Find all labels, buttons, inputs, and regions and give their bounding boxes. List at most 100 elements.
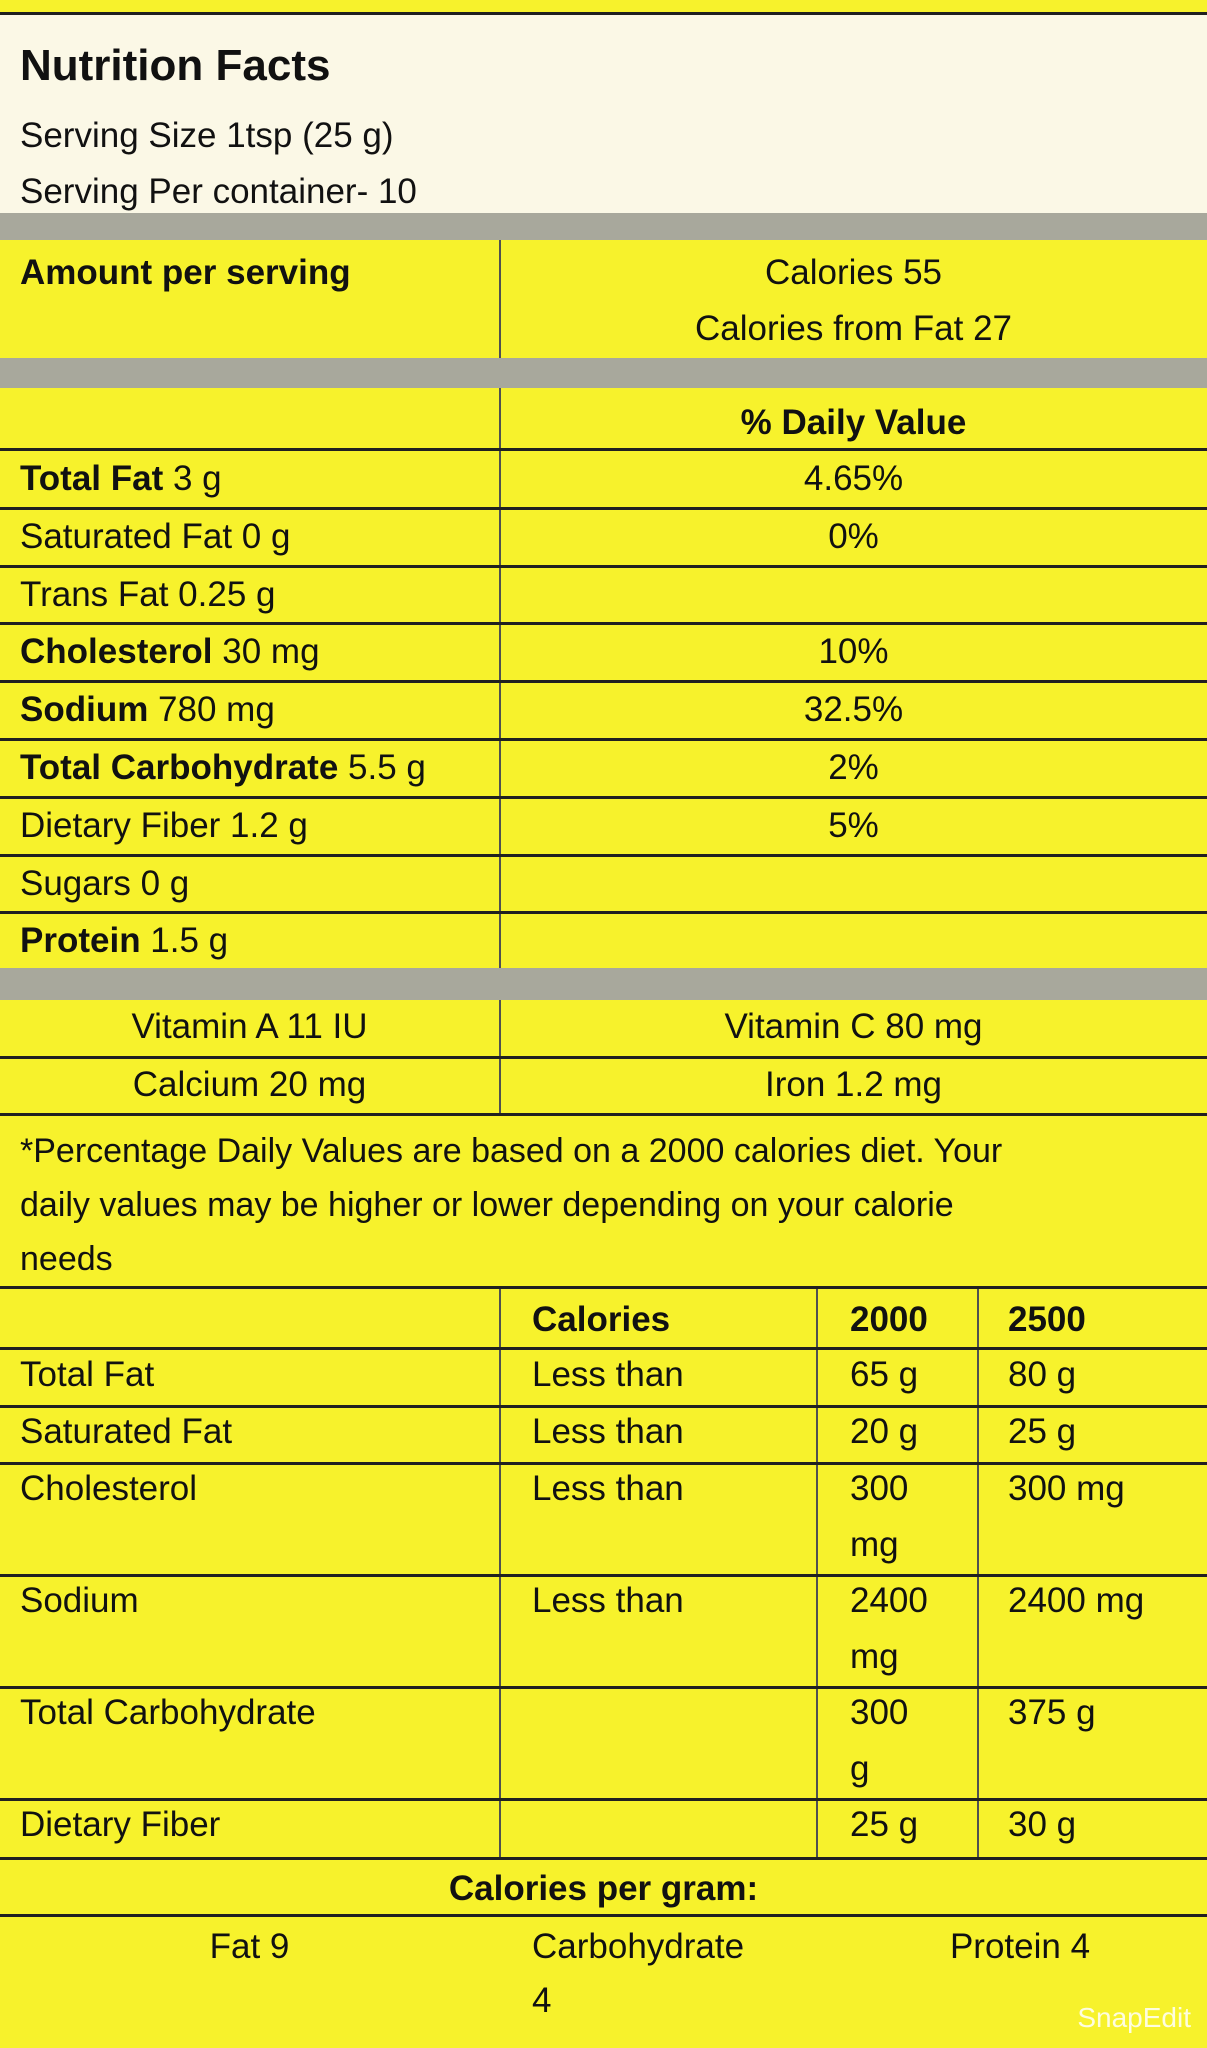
- nutrient-daily-value: 2%: [828, 748, 879, 787]
- nutrient-name-bold: Cholesterol: [20, 632, 213, 672]
- nutrient-daily-value: 4.65%: [803, 459, 904, 498]
- reference-condition: Less than: [532, 1355, 684, 1394]
- nutrient-name-bold: Sodium: [20, 690, 149, 730]
- divider: [0, 1574, 1207, 1577]
- reference-value-2000: 25 g: [850, 1805, 919, 1844]
- reference-nutrient: Cholesterol: [20, 1469, 198, 1508]
- reference-value-2500: 2400 mg: [1008, 1581, 1145, 1620]
- divider: [0, 564, 1207, 568]
- reference-value-2000: mg: [850, 1525, 899, 1564]
- nutrient-name-bold: Protein: [20, 921, 141, 961]
- column-divider: [499, 240, 501, 358]
- nutrient-amount: 5.5 g: [338, 748, 426, 787]
- nutrient-amount: 30 mg: [212, 632, 320, 672]
- reference-nutrient: Total Fat: [20, 1355, 155, 1394]
- nutrient-name-bold: Total Carbohydrate: [20, 748, 339, 787]
- reference-header-calories: Calories: [532, 1300, 671, 1339]
- nutrient-name: Cholesterol 30 mg: [20, 629, 320, 675]
- reference-value-2500: 80 g: [1008, 1355, 1077, 1394]
- protein-per-gram: Protein 4: [949, 1927, 1091, 1966]
- vitamins-section: Vitamin A 11 IU Vitamin C 80 mg Calcium …: [0, 1000, 1207, 1116]
- iron: Iron 1.2 mg: [764, 1065, 943, 1104]
- divider: [0, 911, 1207, 915]
- calories-per-gram-section: Calories per gram: Fat 9 Carbohydrate 4 …: [0, 1860, 1207, 2048]
- reference-condition: Less than: [532, 1581, 684, 1620]
- footnote-line-2: daily values may be higher or lower depe…: [20, 1186, 954, 1224]
- nutrient-amount: Sugars 0 g: [20, 863, 190, 903]
- reference-value-2000: 300: [850, 1693, 909, 1732]
- divider: [0, 1462, 1207, 1465]
- nutrient-name: Dietary Fiber 1.2 g: [20, 803, 308, 849]
- divider: [0, 622, 1207, 626]
- thick-divider: [0, 968, 1207, 1000]
- divider: [0, 1857, 1207, 1860]
- nutrient-name: Saturated Fat 0 g: [20, 514, 290, 560]
- nutrient-name: Trans Fat 0.25 g: [20, 572, 276, 618]
- nutrient-amount: Dietary Fiber 1.2 g: [20, 805, 308, 845]
- divider: [0, 1286, 1207, 1289]
- nutrient-name: Protein 1.5 g: [20, 918, 228, 964]
- divider: [0, 1113, 1207, 1116]
- servings-per-container: Serving Per container- 10: [20, 172, 417, 211]
- nutrient-amount: Saturated Fat 0 g: [20, 516, 291, 556]
- reference-value-2000: 2400: [850, 1581, 928, 1620]
- divider: [0, 1405, 1207, 1408]
- amount-section: Amount per serving Calories 55 Calories …: [0, 240, 1207, 358]
- nutrient-amount: Trans Fat 0.25 g: [20, 574, 276, 614]
- carbohydrate-per-gram-label: Carbohydrate: [532, 1927, 745, 1966]
- calcium: Calcium 20 mg: [132, 1065, 367, 1104]
- nutrient-name: Total Fat 3 g: [20, 456, 222, 502]
- reference-header-2500: 2500: [1008, 1300, 1086, 1339]
- divider: [0, 680, 1207, 684]
- reference-value-2000: 300: [850, 1469, 909, 1508]
- reference-nutrient: Sodium: [20, 1581, 139, 1620]
- divider: [0, 853, 1207, 857]
- divider: [0, 1347, 1207, 1350]
- reference-table: Calories 2000 2500 Total Fat Less than 65 …: [0, 1289, 1207, 1859]
- divider: [0, 448, 1207, 451]
- divider: [0, 1914, 1207, 1917]
- calories-from-fat: Calories from Fat 27: [694, 309, 1013, 348]
- nutrient-name: Sodium 780 mg: [20, 687, 275, 733]
- nutrient-amount: 3 g: [163, 459, 222, 498]
- divider: [0, 795, 1207, 799]
- top-strip: [0, 0, 1207, 14]
- nutrient-amount: 1.5 g: [140, 921, 229, 961]
- reference-condition: Less than: [532, 1469, 684, 1508]
- vitamin-c: Vitamin C 80 mg: [724, 1007, 983, 1046]
- daily-value-header: % Daily Value: [740, 403, 967, 442]
- reference-nutrient: Dietary Fiber: [20, 1805, 221, 1844]
- reference-condition: Less than: [532, 1412, 684, 1451]
- nutrients-section: % Daily Value Total Fat 3 g 4.65% Saturate…: [0, 388, 1207, 968]
- reference-value-2000: 20 g: [850, 1412, 919, 1451]
- nutrient-name: Sugars 0 g: [20, 861, 189, 907]
- reference-value-2500: 375 g: [1008, 1693, 1096, 1732]
- column-divider: [499, 388, 501, 968]
- header-section: Nutrition Facts Serving Size 1tsp (25 g)…: [0, 15, 1207, 213]
- footnote-section: *Percentage Daily Values are based on a …: [0, 1116, 1207, 1286]
- reference-value-2000: mg: [850, 1637, 899, 1676]
- reference-header-2000: 2000: [850, 1300, 928, 1339]
- fat-per-gram: Fat 9: [209, 1927, 290, 1966]
- divider: [0, 506, 1207, 510]
- carbohydrate-per-gram-value: 4: [532, 1981, 552, 2020]
- nutrient-name: Total Carbohydrate 5.5 g: [20, 745, 426, 791]
- divider: [0, 12, 1207, 15]
- amount-per-serving-label: Amount per serving: [20, 253, 351, 292]
- thick-divider: [0, 358, 1207, 388]
- thick-divider: [0, 213, 1207, 240]
- serving-size: Serving Size 1tsp (25 g): [20, 116, 394, 155]
- divider: [0, 1798, 1207, 1801]
- vitamin-a: Vitamin A 11 IU: [131, 1007, 368, 1046]
- divider: [0, 1056, 1207, 1059]
- calories: Calories 55: [764, 253, 943, 292]
- nutrient-daily-value: 32.5%: [803, 690, 904, 730]
- nutrient-name-bold: Total Fat: [20, 459, 164, 498]
- nutrient-daily-value: 0%: [828, 516, 879, 556]
- reference-value-2500: 30 g: [1008, 1805, 1077, 1844]
- reference-value-2500: 300 mg: [1008, 1469, 1125, 1508]
- footnote-line-3: needs: [20, 1240, 113, 1278]
- divider: [0, 738, 1207, 741]
- reference-nutrient: Saturated Fat: [20, 1412, 233, 1451]
